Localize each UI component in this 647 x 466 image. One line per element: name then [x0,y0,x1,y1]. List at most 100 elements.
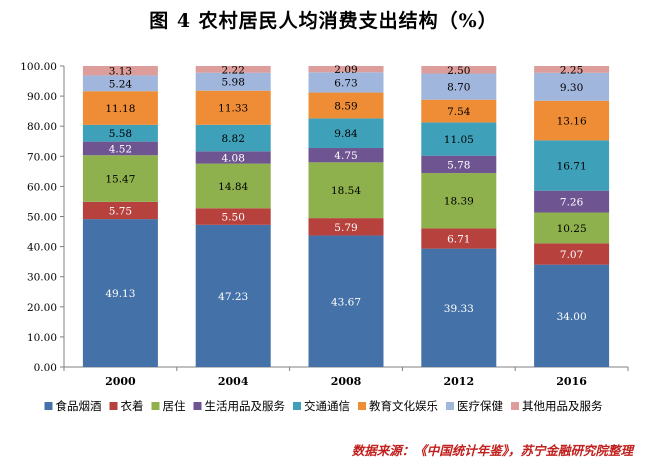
legend-label: 衣着 [121,399,144,413]
data-label: 2.22 [222,64,245,76]
bar-segment [308,118,384,149]
data-label: 2.25 [560,64,583,76]
x-tick-label: 2016 [556,375,587,388]
legend-swatch [358,402,366,410]
bar-segment [308,148,384,163]
bar-segment [82,66,158,76]
data-label: 5.58 [109,128,132,140]
y-tick-label: 20.00 [27,302,57,314]
bar-segment [534,100,610,141]
bar-segment [82,201,158,220]
data-label: 5.79 [334,222,357,234]
legend-swatch [511,402,519,410]
bar-segment [308,162,384,219]
bar-segment [308,218,384,236]
legend-label: 其他用品及服务 [522,399,603,413]
data-label: 9.30 [560,82,583,94]
y-tick-label: 100.00 [20,61,57,73]
data-label: 39.33 [444,303,474,315]
y-tick-label: 50.00 [27,212,57,224]
y-tick-label: 80.00 [27,121,57,133]
bar-segment [308,66,384,73]
chart-title: 图 4 农村居民人均消费支出结构（%） [149,10,498,32]
legend-swatch [293,402,301,410]
y-tick-label: 70.00 [27,151,57,163]
data-label: 7.26 [560,197,584,209]
data-label: 49.13 [105,288,135,300]
bar-segment [421,228,497,249]
data-label: 8.82 [222,133,245,145]
bar-segment [82,141,158,156]
bar-segment [421,73,497,100]
bar-segment [82,91,158,125]
x-tick-label: 2008 [331,375,362,388]
bar-segment [308,235,384,367]
bar-segment [534,190,610,213]
legend-swatch [109,402,118,410]
data-label: 5.75 [109,205,132,217]
bar-segment [534,264,610,367]
legend-label: 生活用品及服务 [205,399,286,413]
legend-label: 教育文化娱乐 [369,399,438,413]
legend-label: 食品烟酒 [56,399,102,413]
legend-swatch [193,402,202,410]
data-label: 43.67 [331,296,361,308]
data-label: 4.08 [222,152,245,164]
data-label: 13.16 [557,116,587,128]
data-label: 7.07 [560,249,583,261]
legend-label: 医疗保健 [457,399,503,413]
legend-swatch [151,402,160,410]
bar-segment [82,124,158,142]
bar-segment [534,72,610,101]
y-tick-label: 90.00 [27,91,57,103]
data-label: 11.33 [218,103,248,115]
bar-segment [195,66,271,73]
data-label: 6.73 [334,77,357,89]
y-tick-label: 40.00 [27,242,57,254]
data-label: 7.54 [447,106,471,118]
bar-segment [195,90,271,125]
data-label: 6.71 [447,234,470,246]
data-label: 5.24 [109,78,133,90]
data-label: 5.50 [222,212,245,224]
bar-segment [421,122,497,156]
x-tick-label: 2000 [105,375,136,388]
data-label: 15.47 [105,174,135,186]
x-tick-label: 2012 [443,375,474,388]
data-label: 9.84 [334,128,358,140]
data-label: 2.09 [334,64,357,76]
data-label: 4.75 [334,150,357,162]
bar-segment [421,99,497,123]
bar-segment [82,219,158,367]
bar-segment [308,72,384,93]
bar-segment [82,75,158,92]
bar-segment [534,243,610,265]
bar-segment [421,248,497,367]
data-label: 18.39 [444,196,474,208]
legend-swatch [446,402,454,410]
y-tick-label: 10.00 [27,332,57,344]
bar-segment [82,155,158,202]
data-label: 14.84 [218,181,248,193]
data-label: 11.05 [444,134,474,146]
bar-segment [195,72,271,91]
data-label: 11.18 [105,103,135,115]
bar-segment [534,66,610,73]
bar-segment [195,208,271,225]
y-tick-label: 0.00 [34,362,57,374]
data-label: 16.71 [557,161,587,173]
data-label: 2.50 [447,65,470,77]
data-label: 5.78 [447,159,470,171]
bar-segment [195,163,271,209]
data-source-note: 数据来源：《中国统计年鉴》，苏宁金融研究院整理 [351,443,633,458]
legend-label: 居住 [163,399,186,413]
data-label: 10.25 [557,223,587,235]
bar-segment [421,66,497,74]
legend-label: 交通通信 [304,399,350,413]
bar-segment [421,173,497,229]
data-label: 3.13 [109,66,132,78]
bar-segment [421,155,497,174]
x-tick-label: 2004 [218,375,249,388]
legend-swatch [44,402,53,410]
